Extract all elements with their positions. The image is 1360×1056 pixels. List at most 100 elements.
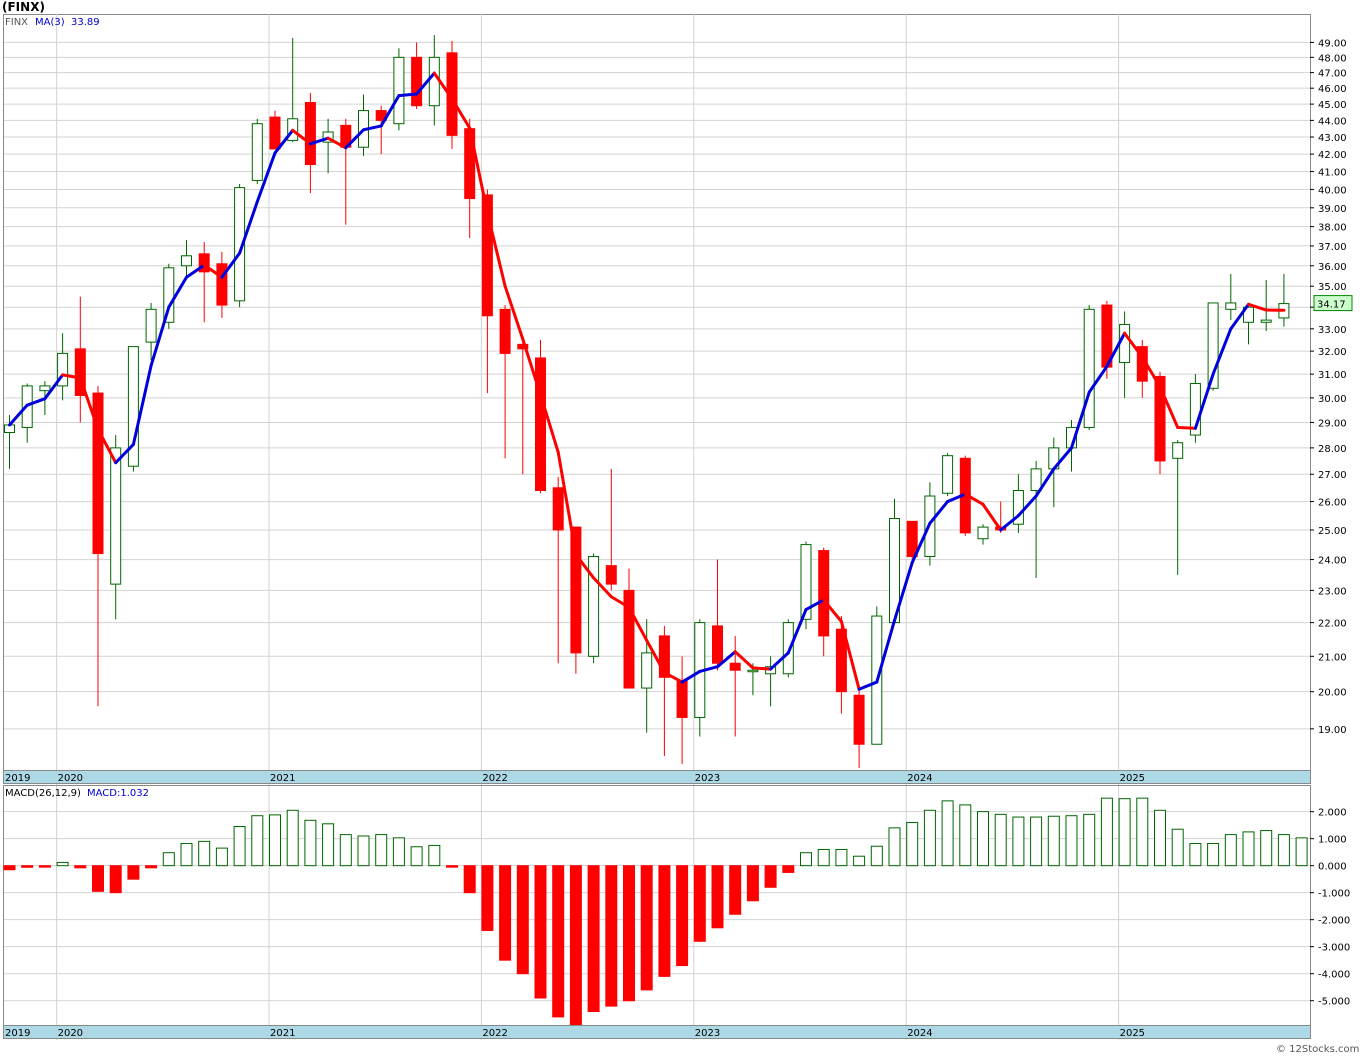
ma-segment xyxy=(415,71,436,96)
ma-segment xyxy=(1158,385,1180,429)
macd-bar-positive xyxy=(800,852,812,867)
candle-body xyxy=(818,550,830,637)
price-tick-label: 40.00 xyxy=(1318,185,1347,196)
ma-segment xyxy=(928,500,950,525)
year-label: 2025 xyxy=(1120,1028,1145,1039)
price-year-labels: 2019 2020 2021 2022 2023 2024 2025 xyxy=(5,773,1145,784)
year-label: 2021 xyxy=(270,1028,295,1039)
price-tick-label: 27.00 xyxy=(1318,470,1347,481)
year-label: 2023 xyxy=(695,773,720,784)
macd-bar-positive xyxy=(162,852,175,867)
ma-segment xyxy=(963,492,985,506)
macd-bar-positive xyxy=(251,815,264,867)
price-tick-label: 28.00 xyxy=(1318,444,1347,455)
price-tick-label: 20.00 xyxy=(1318,688,1347,699)
macd-tick-label: -4.000 xyxy=(1318,970,1350,981)
ma-segment xyxy=(238,200,259,255)
candle-down xyxy=(411,42,423,109)
ma-segment xyxy=(1105,331,1127,368)
macd-bar-negative xyxy=(481,865,494,931)
candle-body xyxy=(1154,375,1166,462)
ma-segment xyxy=(786,608,808,655)
price-tick-label: 49.00 xyxy=(1318,38,1347,49)
year-label: 2022 xyxy=(482,1028,507,1039)
ma-segment xyxy=(25,397,47,407)
candle-up xyxy=(977,524,989,545)
macd-bar-positive xyxy=(835,848,848,867)
macd-bar-negative xyxy=(711,865,724,929)
ma-segment xyxy=(609,595,631,609)
candle-up xyxy=(942,453,954,497)
macd-bar-positive xyxy=(1260,830,1273,867)
ma-segment xyxy=(1193,372,1215,430)
ma-segment xyxy=(716,650,737,669)
macd-tick-label: -2.000 xyxy=(1318,916,1350,927)
macd-bar-negative xyxy=(127,865,140,880)
candle-body xyxy=(1119,323,1131,364)
macd-bar-negative xyxy=(587,865,600,1012)
candle-down xyxy=(269,110,281,150)
macd-bar-positive xyxy=(233,826,246,867)
macd-bar-positive xyxy=(339,834,352,867)
ma-segment xyxy=(43,373,65,401)
price-tick-label: 45.00 xyxy=(1318,100,1347,111)
ma-segment xyxy=(185,263,206,279)
candle-up xyxy=(1030,460,1042,578)
candle-down xyxy=(517,339,529,475)
ma-segment xyxy=(556,450,578,557)
year-label: 2019 xyxy=(5,1028,30,1039)
macd-bar-positive xyxy=(304,819,317,867)
price-tick-label: 39.00 xyxy=(1318,204,1347,215)
macd-bar-positive xyxy=(1207,843,1220,867)
ma-segment xyxy=(893,561,914,622)
candle-down xyxy=(658,625,670,757)
legend-ma: MA(3) xyxy=(35,17,65,28)
ma-segment xyxy=(1140,355,1162,389)
price-tick-label: 30.00 xyxy=(1318,394,1347,405)
candle-body xyxy=(1243,306,1254,323)
macd-bar-negative xyxy=(516,865,529,975)
candle-up xyxy=(393,48,405,131)
macd-bar-negative xyxy=(729,865,742,915)
ma-segment xyxy=(1176,425,1197,430)
macd-bar-negative xyxy=(3,865,16,871)
ma-segment xyxy=(291,128,312,146)
candle-body xyxy=(552,487,564,531)
ma-segment xyxy=(432,71,454,101)
macd-bar-positive xyxy=(1083,813,1096,867)
macd-bar-positive xyxy=(853,855,866,867)
macd-bar-negative xyxy=(569,865,582,1026)
candle-body xyxy=(605,565,617,585)
ma-segment xyxy=(981,502,1003,532)
macd-bar-negative xyxy=(782,865,795,873)
macd-bar-positive xyxy=(959,804,972,867)
candle-down xyxy=(623,568,635,689)
candle-body xyxy=(216,263,228,306)
macd-label: MACD(26,12,9) xyxy=(5,788,81,799)
ma-segment xyxy=(220,251,242,279)
price-tick-label: 23.00 xyxy=(1318,586,1347,597)
price-tick-label: 24.00 xyxy=(1318,556,1347,567)
candle-body xyxy=(234,187,246,302)
macd-bar-positive xyxy=(375,834,388,867)
candle-up xyxy=(127,346,139,472)
ma-segment xyxy=(450,97,472,130)
candle-up xyxy=(163,263,175,329)
ma-segment xyxy=(698,665,719,673)
macd-bar-negative xyxy=(552,865,565,1018)
ma-segment xyxy=(839,620,861,691)
year-label: 2019 xyxy=(5,773,30,784)
ma-segment xyxy=(1016,494,1038,518)
macd-bar-positive xyxy=(994,813,1007,867)
ma-segment xyxy=(344,128,365,150)
ma-segment xyxy=(255,151,277,204)
ma-segment xyxy=(751,666,773,671)
price-tick-label: 25.00 xyxy=(1318,526,1347,537)
candle-body xyxy=(481,194,493,317)
macd-tick-label: 2.000 xyxy=(1318,808,1347,819)
macd-bar-positive xyxy=(1118,798,1131,867)
candle-body xyxy=(269,116,281,150)
macd-bar-positive xyxy=(428,844,441,867)
candle-down xyxy=(712,559,723,671)
ma-segment xyxy=(769,651,790,671)
